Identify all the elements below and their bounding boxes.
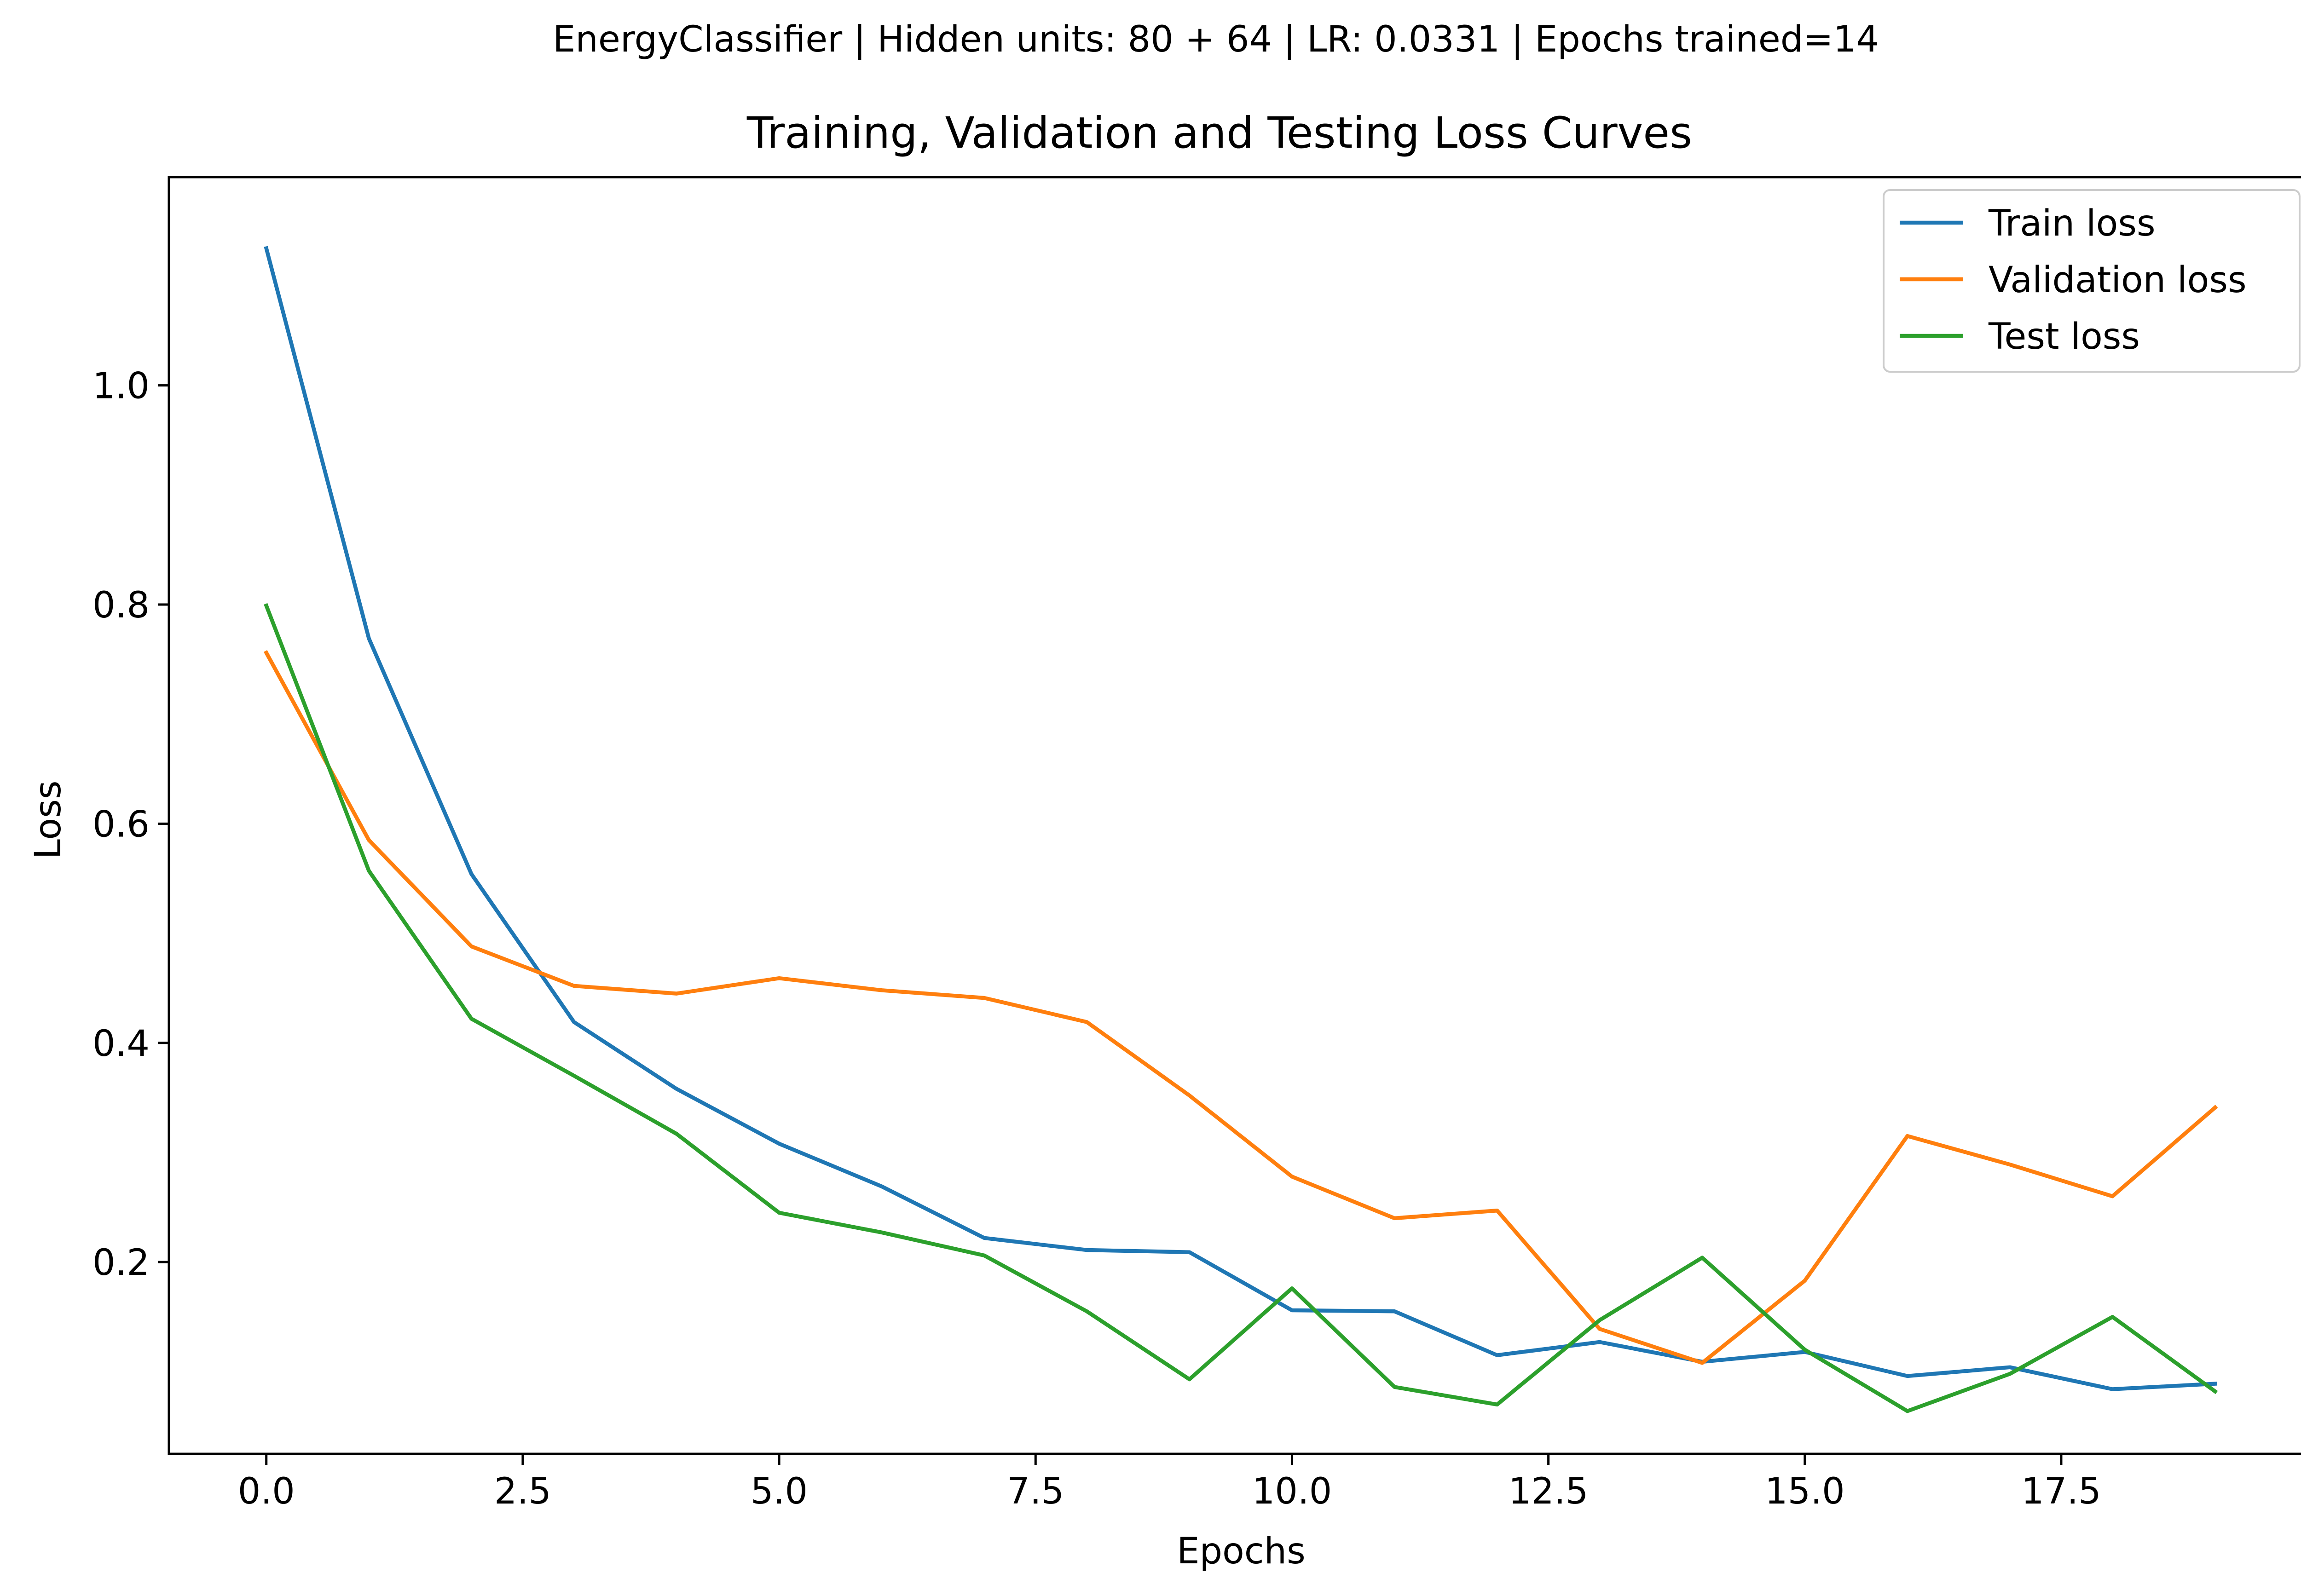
x-tick-label: 15.0 (1765, 1471, 1845, 1512)
x-tick-label: 17.5 (2021, 1471, 2101, 1512)
legend: Train loss Validation loss Test loss (1883, 189, 2301, 373)
x-tick-label: 5.0 (751, 1471, 808, 1512)
plot-area (168, 176, 2301, 1455)
figure-suptitle: EnergyClassifier | Hidden units: 80 + 64… (553, 19, 1879, 60)
series-line-train-loss (264, 246, 2217, 1391)
legend-label: Test loss (1988, 316, 2140, 357)
legend-box (1883, 189, 2301, 373)
series-line-validation-loss (263, 650, 2218, 1365)
chart-title: Training, Validation and Testing Loss Cu… (746, 108, 1692, 158)
series-lines (263, 246, 2218, 1413)
x-tick-label: 0.0 (238, 1471, 295, 1512)
y-tick-label: 1.0 (93, 366, 150, 407)
legend-label: Validation loss (1989, 259, 2247, 301)
y-tick-label: 0.8 (93, 585, 150, 626)
y-tick-label: 0.4 (93, 1023, 150, 1065)
x-tick-label: 7.5 (1007, 1471, 1064, 1512)
y-axis-ticks: 0.2 0.4 0.6 0.8 1.0 (93, 366, 169, 1284)
x-tick-label: 2.5 (494, 1471, 551, 1512)
x-axis-label: Epochs (1177, 1531, 1305, 1572)
plot-frame (168, 176, 2301, 1455)
legend-label: Train loss (1988, 203, 2156, 244)
x-axis-ticks: 0.0 2.5 5.0 7.5 10.0 12.5 15.0 17.5 (238, 1454, 2101, 1512)
series-line-test-loss (264, 603, 2218, 1413)
y-tick-label: 0.2 (93, 1242, 150, 1284)
y-tick-label: 0.6 (93, 804, 150, 845)
x-tick-label: 10.0 (1252, 1471, 1332, 1512)
x-tick-label: 12.5 (1509, 1471, 1589, 1512)
y-axis-label: Loss (28, 780, 69, 859)
